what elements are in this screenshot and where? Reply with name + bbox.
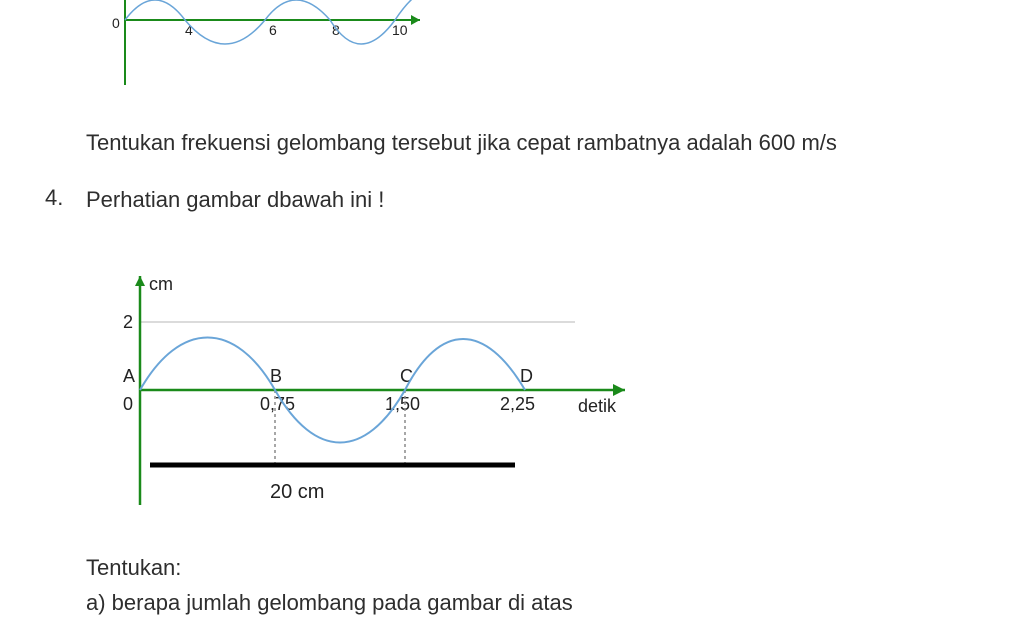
distance-bar-label: 20 cm — [270, 481, 324, 503]
svg-text:0: 0 — [112, 15, 120, 31]
question4-wave-chart: 2 cm A 0 B 0,75 C 1,50 D 2,25 detik 20 c… — [105, 260, 645, 520]
question4-sub-a: a) berapa jumlah gelombang pada gambar d… — [86, 588, 573, 619]
page: 0 4 6 8 10 Tentukan frekuensi gelombang … — [0, 0, 1029, 630]
x-unit-detik: detik — [578, 396, 617, 416]
point-D: D — [520, 366, 533, 386]
svg-text:10: 10 — [392, 22, 408, 38]
y-unit-cm: cm — [149, 274, 173, 294]
svg-text:6: 6 — [269, 22, 277, 38]
origin-0: 0 — [123, 394, 133, 414]
question4-followup-heading: Tentukan: — [86, 553, 181, 584]
y-tick-2: 2 — [123, 312, 133, 332]
question4-prompt: Perhatian gambar dbawah ini ! — [86, 185, 384, 216]
question4-number: 4. — [45, 185, 63, 211]
x-225: 2,25 — [500, 394, 535, 414]
point-C: C — [400, 366, 413, 386]
point-A: A — [123, 366, 135, 386]
question3-wave-chart: 0 4 6 8 10 — [85, 0, 445, 90]
question3-instruction: Tentukan frekuensi gelombang tersebut ji… — [86, 128, 966, 159]
